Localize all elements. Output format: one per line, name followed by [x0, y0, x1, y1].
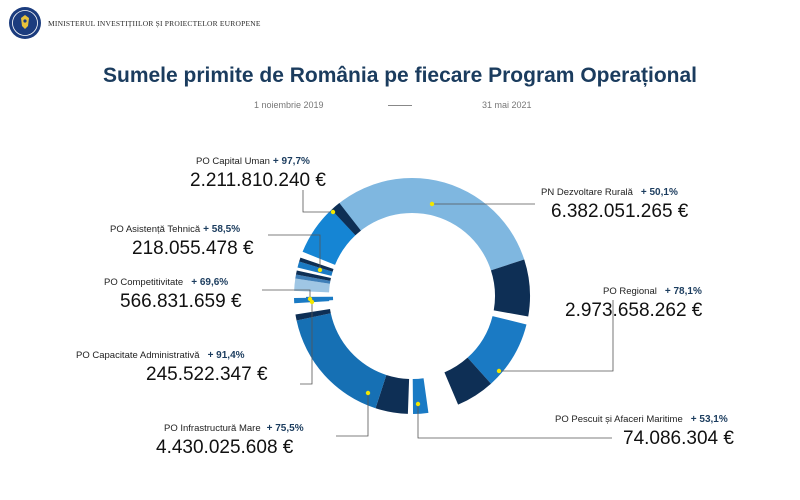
series-amount: 245.522.347 €: [146, 364, 268, 385]
slice-po-capital-uman-received: [331, 203, 361, 236]
series-amount: 74.086.304 €: [623, 428, 734, 449]
page-title: Sumele primite de România pe fiecare Pro…: [102, 64, 698, 87]
slice-po-asistenta-tehnica-received: [299, 257, 334, 272]
slice-po-capital-uman: [302, 209, 356, 265]
slice-po-competitivitate-mid: [295, 274, 331, 284]
label-po-asistenta-tehnica: PO Asistență Tehnică + 58,5% 218.055.478 …: [110, 219, 254, 260]
label-po-competitivitate: PO Competitivitate + 69,6% 566.831.659 €: [104, 272, 242, 313]
slice-po-regional: [467, 316, 527, 384]
slice-po-competitivitate: [294, 278, 330, 293]
leader-po-capacitate-administrativa-dot: [309, 299, 315, 305]
series-percent: + 75,5%: [266, 423, 304, 434]
series-percent: + 91,4%: [207, 350, 245, 361]
series-amount: 218.055.478 €: [132, 238, 254, 259]
leader-po-infrastructura-mare-dot: [365, 390, 371, 396]
series-amount: 2.211.810.240 €: [190, 170, 326, 191]
leader-po-competitivitate: [262, 289, 311, 299]
leader-po-regional-dot: [496, 368, 502, 374]
series-name: PO Competitivitate: [104, 277, 184, 288]
leader-po-capacitate-administrativa: [300, 302, 313, 385]
label-po-capacitate-administrativa: PO Capacitate Administrativă + 91,4% 245.…: [76, 345, 268, 386]
leader-po-asistenta-tehnica-dot: [317, 267, 323, 273]
series-percent: + 97,7%: [272, 156, 310, 167]
series-percent: + 58,5%: [203, 224, 241, 235]
series-percent: + 53,1%: [690, 414, 728, 425]
leader-po-asistenta-tehnica: [268, 234, 321, 270]
slice-pn-dezvoltare-rurala-received: [490, 259, 530, 317]
series-name: PO Capital Uman: [196, 156, 270, 167]
slice-po-infrastructura-mare: [296, 313, 387, 409]
header: MINISTERUL INVESTIȚIILOR ȘI PROIECTELOR …: [8, 6, 261, 40]
label-po-pescuit: PO Pescuit și Afaceri Maritime + 53,1% 74…: [555, 409, 734, 450]
series-name: PN Dezvoltare Rurală: [541, 187, 633, 198]
leader-po-infrastructura-mare: [336, 393, 369, 437]
leader-po-capital-uman-dot: [330, 209, 336, 215]
slice-po-infrastructura-mare-received: [375, 374, 410, 414]
leader-po-capital-uman: [302, 190, 333, 213]
government-logo-icon: [9, 7, 41, 39]
period-divider: [388, 105, 412, 106]
series-name: PO Capacitate Administrativă: [76, 350, 200, 361]
series-percent: + 50,1%: [640, 187, 678, 198]
label-pn-dezvoltare-rurala: PN Dezvoltare Rurală + 50,1% 6.382.051.26…: [541, 182, 688, 223]
leader-po-regional: [499, 300, 614, 372]
series-percent: + 78,1%: [664, 286, 702, 297]
period-end: 31 mai 2021: [482, 100, 532, 110]
series-amount: 2.973.658.262 €: [565, 300, 703, 321]
leader-po-pescuit: [417, 404, 612, 439]
leader-pn-dezvoltare-rurala-dot: [429, 201, 435, 207]
period-start: 1 noiembrie 2019: [254, 100, 324, 110]
slice-po-competitivitate-received: [295, 270, 331, 281]
series-percent: + 69,6%: [191, 277, 229, 288]
slice-po-regional-received: [444, 357, 491, 405]
ministry-name: MINISTERUL INVESTIȚIILOR ȘI PROIECTELOR …: [48, 18, 261, 28]
slice-po-asistenta-tehnica: [297, 261, 333, 276]
slice-po-capacitate-administrativa-received: [295, 308, 331, 321]
leader-po-pescuit-dot: [415, 401, 421, 407]
series-name: PO Regional: [603, 286, 657, 297]
label-po-infrastructura-mare: PO Infrastructură Mare + 75,5% 4.430.025.…: [156, 418, 304, 459]
series-amount: 566.831.659 €: [120, 291, 242, 312]
label-po-capital-uman: PO Capital Uman + 97,7% 2.211.810.240 €: [190, 151, 326, 192]
series-amount: 6.382.051.265 €: [551, 201, 689, 222]
label-po-regional: PO Regional + 78,1% 2.973.658.262 €: [565, 281, 702, 322]
series-name: PO Asistență Tehnică: [110, 224, 201, 235]
series-amount: 4.430.025.608 €: [156, 437, 294, 458]
slice-pn-dezvoltare-rurala: [314, 177, 525, 271]
slice-po-pescuit: [412, 378, 429, 414]
series-name: PO Infrastructură Mare: [164, 423, 261, 434]
series-name: PO Pescuit și Afaceri Maritime: [555, 414, 683, 425]
